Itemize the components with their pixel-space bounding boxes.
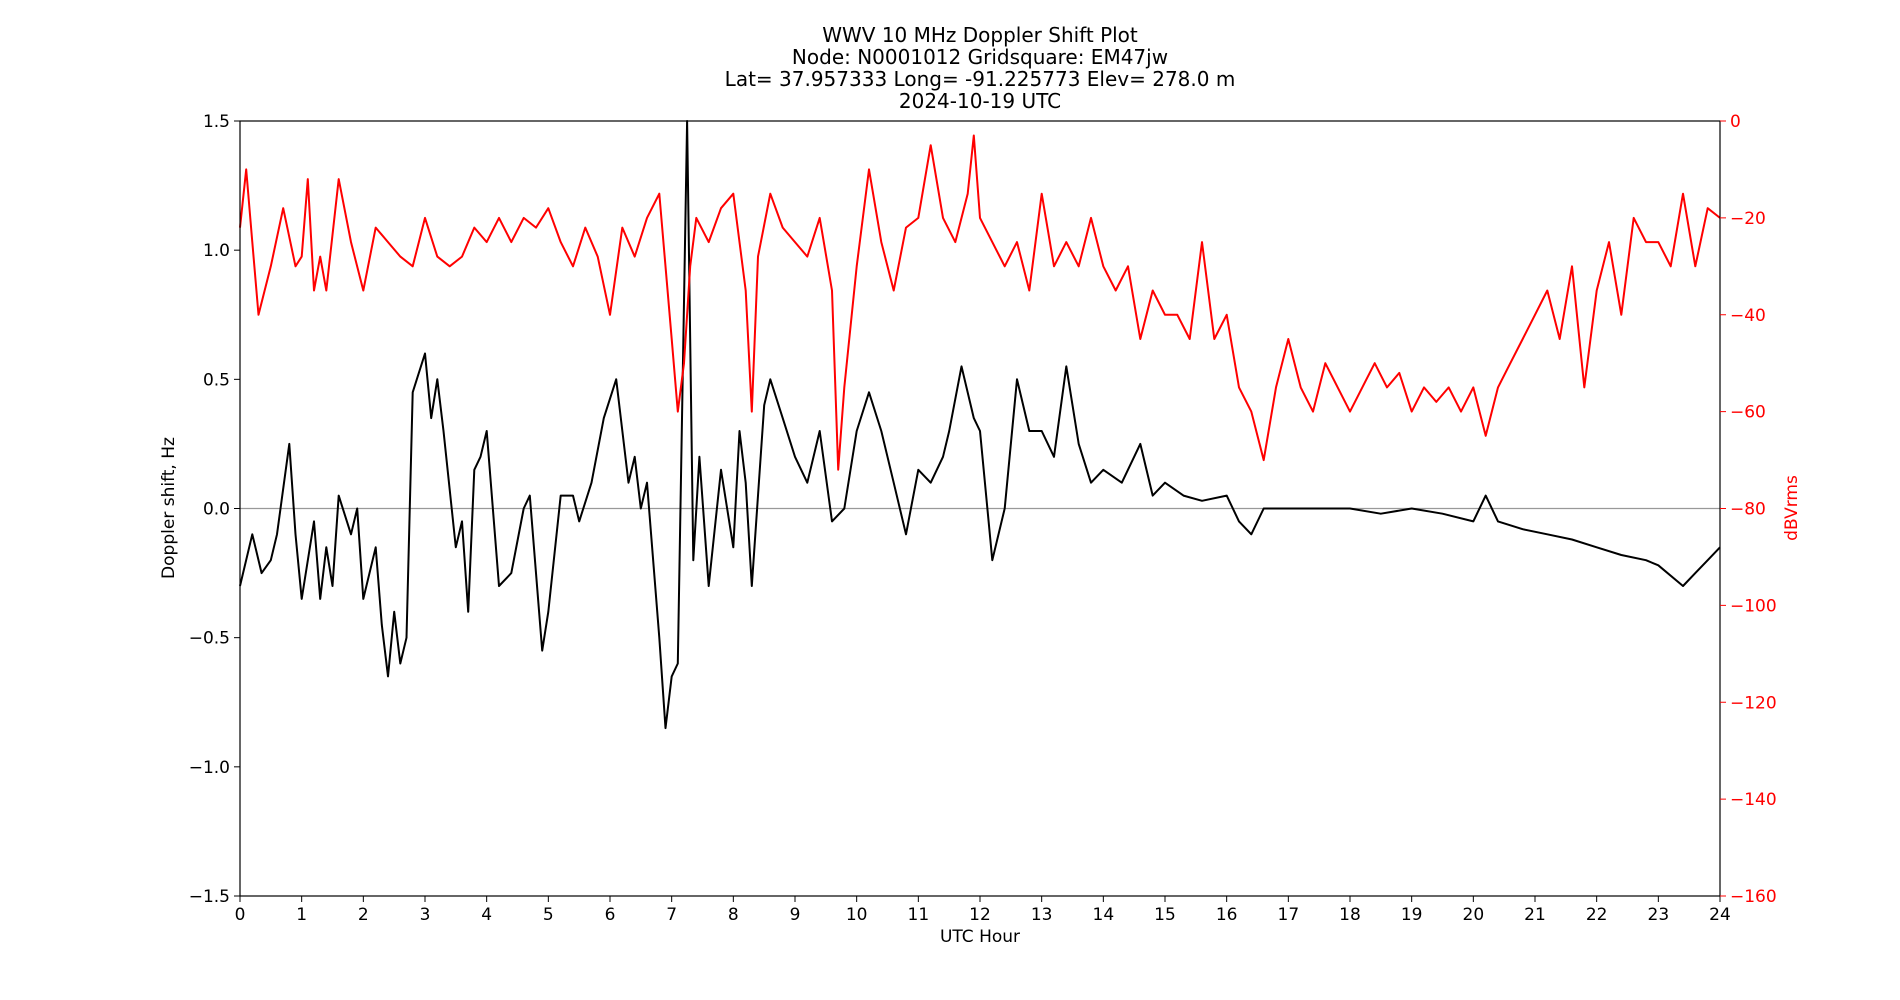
title-line-2: Node: N0001012 Gridsquare: EM47jw [792, 45, 1168, 69]
y-right-tick-label: −60 [1730, 403, 1766, 423]
x-tick-label: 22 [1586, 905, 1608, 925]
y-left-tick-label: 0.5 [203, 370, 230, 390]
y-right-tick-label: −160 [1730, 887, 1777, 907]
y-right-tick-label: −140 [1730, 790, 1777, 810]
doppler-series-line [239, 120, 1721, 730]
y-right-tick-label: −20 [1730, 209, 1766, 229]
y-left-tick-label: −1.5 [189, 887, 230, 907]
x-tick-label: 18 [1339, 905, 1361, 925]
x-tick-label: 9 [790, 905, 801, 925]
chart-title: WWV 10 MHz Doppler Shift Plot Node: N000… [725, 23, 1236, 113]
x-tick-label: 5 [543, 905, 554, 925]
y-right-tick-label: −80 [1730, 500, 1766, 520]
y-left-tick-label: 1.5 [203, 112, 230, 132]
x-tick-label: 21 [1524, 905, 1546, 925]
power-series-line [239, 134, 1721, 471]
x-tick-label: 23 [1648, 905, 1670, 925]
x-tick-label: 14 [1093, 905, 1115, 925]
y-left-tick-label: −0.5 [189, 629, 230, 649]
y-left-tick-label: −1.0 [189, 758, 230, 778]
title-line-1: WWV 10 MHz Doppler Shift Plot [822, 23, 1138, 47]
x-tick-label: 0 [235, 905, 246, 925]
y-right-tick-label: −120 [1730, 693, 1777, 713]
x-tick-label: 2 [358, 905, 369, 925]
x-tick-label: 7 [666, 905, 677, 925]
y-axis-right-label: dBVrms [1782, 475, 1802, 541]
y-axis-left-label: Doppler shift, Hz [159, 437, 179, 579]
y-right-tick-label: −40 [1730, 306, 1766, 326]
x-tick-label: 15 [1154, 905, 1176, 925]
x-tick-label: 10 [846, 905, 868, 925]
x-tick-label: 4 [481, 905, 492, 925]
x-tick-label: 16 [1216, 905, 1238, 925]
x-tick-label: 3 [420, 905, 431, 925]
x-tick-label: 17 [1278, 905, 1300, 925]
x-tick-label: 1 [296, 905, 307, 925]
title-line-3: Lat= 37.957333 Long= -91.225773 Elev= 27… [725, 67, 1236, 91]
x-tick-label: 11 [908, 905, 930, 925]
y-right-tick-label: −100 [1730, 596, 1777, 616]
y-right-tick-label: 0 [1730, 112, 1741, 132]
y-left-tick-label: 1.0 [203, 241, 230, 261]
x-tick-label: 24 [1709, 905, 1731, 925]
x-tick-label: 6 [605, 905, 616, 925]
x-axis-label: UTC Hour [940, 927, 1020, 947]
x-tick-label: 8 [728, 905, 739, 925]
x-tick-label: 19 [1401, 905, 1423, 925]
x-tick-label: 12 [969, 905, 991, 925]
x-tick-label: 13 [1031, 905, 1053, 925]
title-line-4: 2024-10-19 UTC [899, 89, 1061, 113]
y-left-tick-label: 0.0 [203, 500, 230, 520]
x-tick-label: 20 [1463, 905, 1485, 925]
